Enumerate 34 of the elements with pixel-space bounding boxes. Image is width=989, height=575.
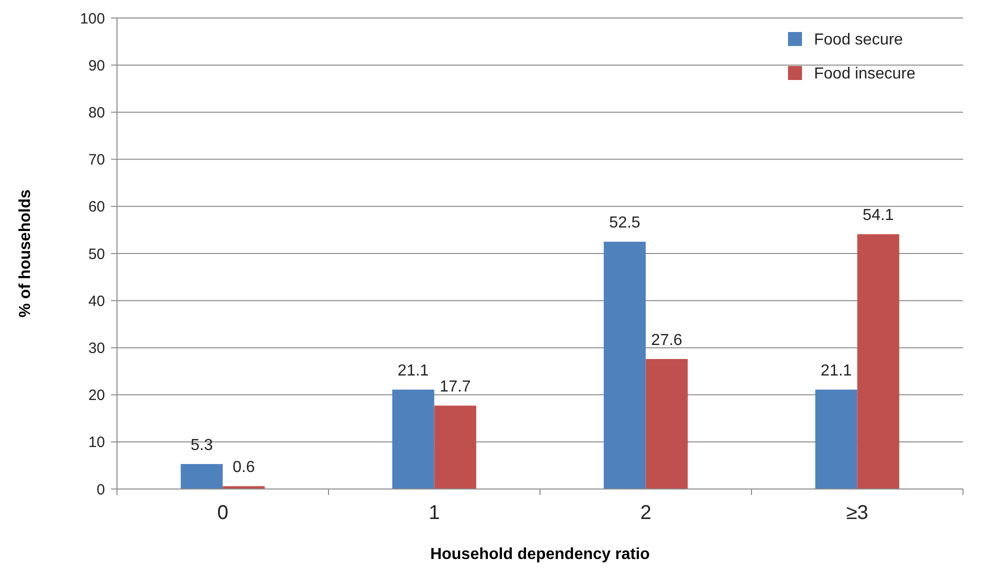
y-tick-label: 0 — [96, 481, 105, 498]
data-label: 52.5 — [609, 214, 640, 232]
y-tick-label: 20 — [88, 387, 105, 404]
x-tick-label: 0 — [217, 502, 228, 524]
data-label: 5.3 — [190, 437, 213, 454]
x-tick-label: 1 — [428, 502, 440, 524]
data-label: 0.6 — [232, 459, 255, 476]
data-label: 21.1 — [820, 362, 852, 380]
y-tick-label: 40 — [88, 292, 105, 310]
data-label: 54.1 — [862, 207, 894, 224]
y-tick-label: 30 — [88, 340, 105, 357]
y-tick-label: 50 — [88, 246, 105, 263]
bar — [815, 390, 858, 489]
data-label: 21.1 — [398, 362, 429, 380]
data-label: 17.7 — [440, 378, 471, 396]
bar — [392, 390, 434, 489]
y-tick-label: 10 — [88, 434, 105, 452]
bar — [646, 359, 688, 489]
y-tick-label: 60 — [88, 198, 105, 216]
x-tick-label: 2 — [640, 502, 652, 524]
bar — [604, 242, 646, 489]
data-label: 27.6 — [651, 332, 682, 350]
y-tick-label: 90 — [88, 57, 105, 74]
legend-label: Food insecure — [814, 66, 916, 83]
y-axis-title: % of households — [17, 189, 34, 318]
bar — [180, 464, 223, 489]
x-axis-title: Household dependency ratio — [430, 546, 650, 563]
y-tick-label: 80 — [88, 104, 105, 122]
y-tick-label: 100 — [80, 10, 105, 28]
y-tick-label: 70 — [88, 152, 105, 169]
bar — [857, 234, 900, 489]
bar — [434, 406, 476, 489]
legend-label: Food secure — [814, 32, 904, 49]
x-tick-label: ≥3 — [846, 502, 868, 524]
